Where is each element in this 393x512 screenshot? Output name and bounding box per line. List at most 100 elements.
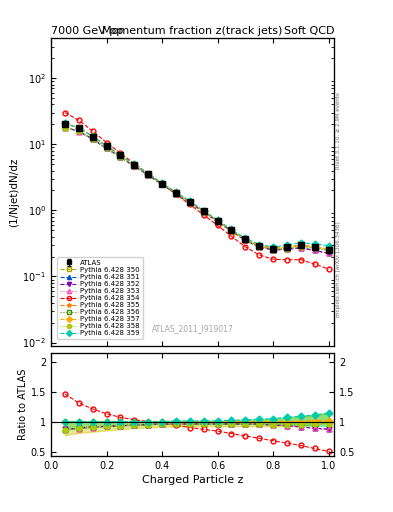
Pythia 6.428 358 [326, 247, 331, 253]
Pythia 6.428 355 [104, 143, 109, 149]
Pythia 6.428 350 [243, 236, 248, 242]
Pythia 6.428 356 [298, 243, 303, 249]
Text: Soft QCD: Soft QCD [284, 26, 334, 36]
Pythia 6.428 359 [215, 217, 220, 223]
Pythia 6.428 358 [174, 190, 178, 197]
Pythia 6.428 358 [298, 244, 303, 250]
Line: Pythia 6.428 355: Pythia 6.428 355 [62, 121, 331, 251]
Pythia 6.428 354 [77, 117, 81, 123]
Pythia 6.428 359 [77, 125, 81, 131]
Pythia 6.428 351 [118, 154, 123, 160]
Pythia 6.428 358 [104, 145, 109, 152]
Pythia 6.428 357 [201, 208, 206, 214]
Pythia 6.428 357 [118, 152, 123, 158]
Pythia 6.428 355 [118, 152, 123, 158]
Pythia 6.428 354 [243, 244, 248, 250]
Pythia 6.428 357 [77, 125, 81, 131]
Pythia 6.428 357 [229, 227, 234, 233]
Pythia 6.428 351 [77, 128, 81, 134]
Pythia 6.428 358 [229, 228, 234, 234]
Pythia 6.428 355 [77, 125, 81, 131]
Pythia 6.428 351 [132, 163, 137, 169]
Pythia 6.428 354 [160, 181, 164, 187]
Pythia 6.428 356 [90, 136, 95, 142]
Pythia 6.428 356 [326, 247, 331, 253]
X-axis label: Charged Particle z: Charged Particle z [142, 475, 243, 485]
Pythia 6.428 351 [285, 246, 289, 252]
Pythia 6.428 359 [146, 170, 151, 177]
Pythia 6.428 353 [215, 219, 220, 225]
Pythia 6.428 350 [132, 162, 137, 168]
Pythia 6.428 359 [132, 161, 137, 167]
Pythia 6.428 353 [90, 136, 95, 142]
Pythia 6.428 350 [104, 143, 109, 149]
Pythia 6.428 358 [132, 163, 137, 169]
Pythia 6.428 357 [312, 244, 317, 250]
Pythia 6.428 355 [243, 236, 248, 242]
Pythia 6.428 357 [326, 246, 331, 252]
Pythia 6.428 354 [62, 110, 67, 116]
Text: ATLAS_2011_I919017: ATLAS_2011_I919017 [152, 324, 233, 333]
Pythia 6.428 354 [257, 252, 261, 258]
Pythia 6.428 356 [77, 128, 81, 134]
Line: Pythia 6.428 356: Pythia 6.428 356 [62, 125, 331, 253]
Pythia 6.428 350 [285, 244, 289, 250]
Pythia 6.428 352 [174, 190, 178, 197]
Pythia 6.428 358 [90, 136, 95, 142]
Pythia 6.428 357 [132, 161, 137, 167]
Pythia 6.428 356 [257, 244, 261, 250]
Pythia 6.428 354 [271, 256, 275, 262]
Pythia 6.428 356 [271, 246, 275, 252]
Pythia 6.428 355 [215, 217, 220, 223]
Pythia 6.428 351 [187, 200, 192, 206]
Pythia 6.428 358 [146, 172, 151, 178]
Line: Pythia 6.428 358: Pythia 6.428 358 [62, 125, 331, 253]
Pythia 6.428 356 [312, 245, 317, 251]
Pythia 6.428 351 [104, 145, 109, 152]
Pythia 6.428 353 [187, 200, 192, 206]
Pythia 6.428 352 [285, 246, 289, 252]
Pythia 6.428 353 [77, 129, 81, 135]
Pythia 6.428 356 [104, 145, 109, 152]
Pythia 6.428 358 [285, 246, 289, 252]
Pythia 6.428 350 [201, 208, 206, 215]
Pythia 6.428 354 [187, 201, 192, 207]
Pythia 6.428 358 [312, 245, 317, 251]
Title: Momentum fraction z(track jets): Momentum fraction z(track jets) [103, 26, 283, 36]
Pythia 6.428 350 [312, 244, 317, 250]
Pythia 6.428 355 [174, 189, 178, 196]
Pythia 6.428 354 [229, 233, 234, 240]
Pythia 6.428 358 [215, 219, 220, 225]
Pythia 6.428 358 [118, 154, 123, 160]
Pythia 6.428 352 [215, 219, 220, 225]
Pythia 6.428 359 [160, 180, 164, 186]
Pythia 6.428 355 [160, 180, 164, 186]
Pythia 6.428 358 [243, 237, 248, 243]
Pythia 6.428 350 [229, 227, 234, 233]
Pythia 6.428 352 [298, 245, 303, 251]
Pythia 6.428 357 [174, 189, 178, 196]
Pythia 6.428 355 [257, 243, 261, 249]
Pythia 6.428 357 [243, 236, 248, 242]
Pythia 6.428 351 [243, 237, 248, 243]
Pythia 6.428 354 [90, 128, 95, 134]
Pythia 6.428 353 [243, 237, 248, 243]
Pythia 6.428 352 [187, 200, 192, 206]
Pythia 6.428 351 [201, 209, 206, 215]
Pythia 6.428 352 [257, 244, 261, 250]
Pythia 6.428 356 [146, 172, 151, 178]
Pythia 6.428 352 [132, 163, 137, 169]
Pythia 6.428 350 [90, 134, 95, 140]
Pythia 6.428 351 [229, 228, 234, 234]
Line: Pythia 6.428 351: Pythia 6.428 351 [62, 125, 331, 255]
Pythia 6.428 353 [326, 250, 331, 257]
Pythia 6.428 355 [229, 227, 234, 233]
Pythia 6.428 351 [174, 190, 178, 197]
Pythia 6.428 354 [312, 261, 317, 267]
Pythia 6.428 357 [90, 134, 95, 140]
Pythia 6.428 352 [271, 247, 275, 253]
Pythia 6.428 358 [187, 200, 192, 206]
Pythia 6.428 354 [104, 140, 109, 146]
Y-axis label: Ratio to ATLAS: Ratio to ATLAS [18, 369, 28, 440]
Pythia 6.428 353 [285, 246, 289, 252]
